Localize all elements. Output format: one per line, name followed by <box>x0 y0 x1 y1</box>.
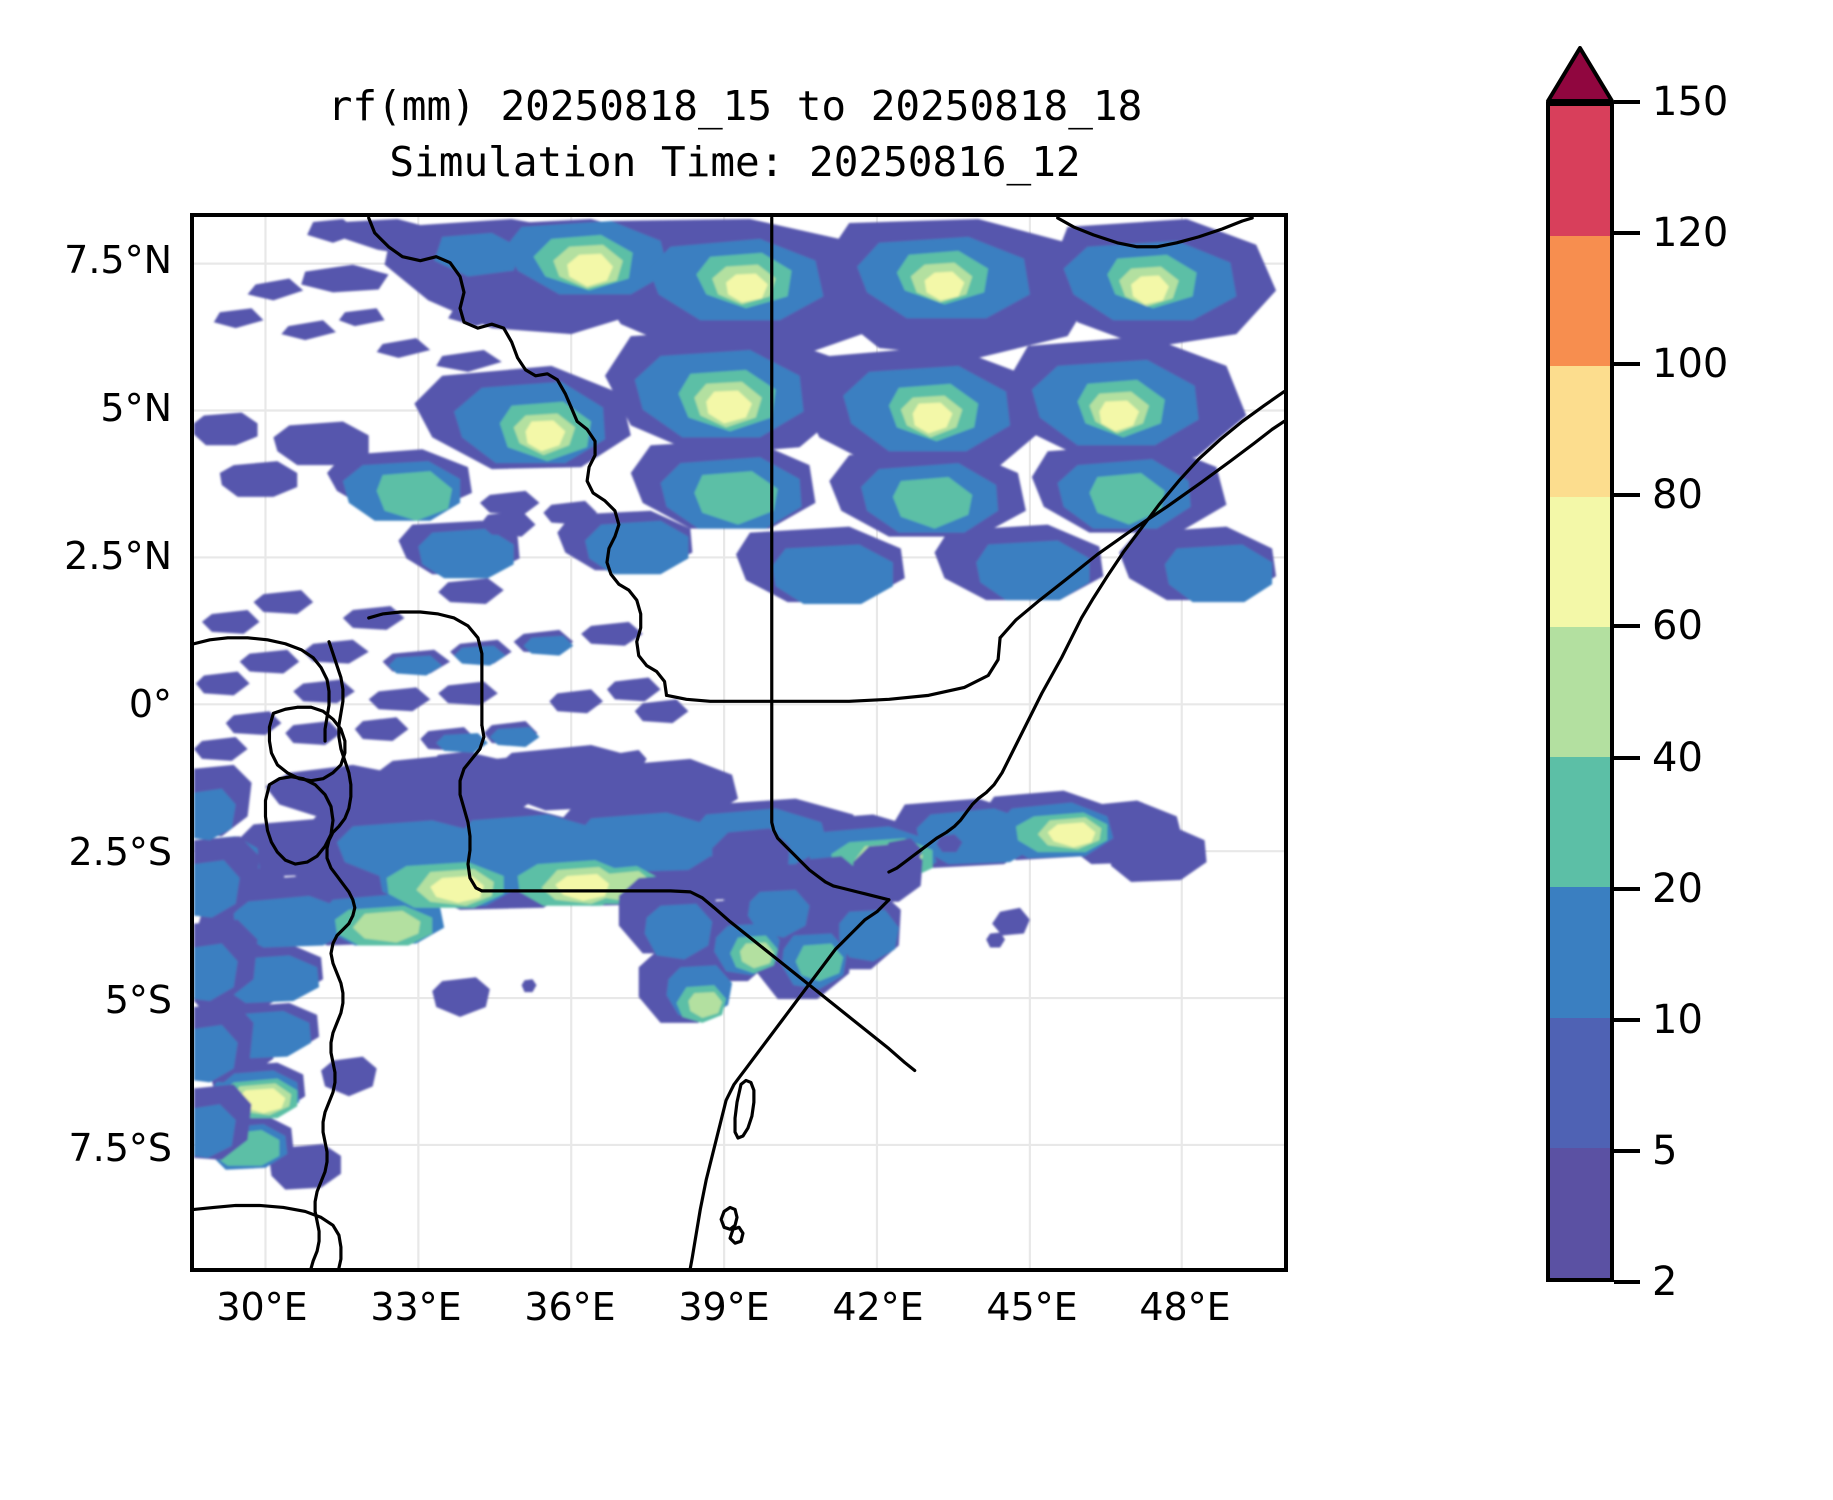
xtick-30e: 30°E <box>216 1285 308 1329</box>
xtick-45e: 45°E <box>986 1285 1078 1329</box>
colorbar-label-40: 40 <box>1652 735 1703 781</box>
colorbar-label-100: 100 <box>1652 341 1729 387</box>
colorbar-tick-60 <box>1614 624 1640 628</box>
colorbar-tick-150 <box>1614 100 1640 104</box>
colorbar-band-120-150 <box>1550 106 1610 237</box>
contour-blobs-isolated <box>521 749 1030 993</box>
ytick-0: 0° <box>128 682 172 726</box>
colorbar-tick-40 <box>1614 756 1640 760</box>
colorbar-label-80: 80 <box>1652 472 1703 518</box>
ytick-2-5-s: 2.5°S <box>68 830 172 874</box>
colorbar-band-20-40 <box>1550 757 1610 888</box>
colorbar-tick-80 <box>1614 493 1640 497</box>
colorbar-label-60: 60 <box>1652 603 1703 649</box>
colorbar-label-5: 5 <box>1652 1128 1678 1174</box>
map-axes[interactable] <box>190 213 1288 1272</box>
xtick-36e: 36°E <box>524 1285 616 1329</box>
xtick-42e: 42°E <box>832 1285 924 1329</box>
colorbar-tick-2 <box>1614 1280 1640 1284</box>
colorbar-band-80-100 <box>1550 366 1610 497</box>
ytick-7-5-n: 7.5°N <box>64 238 172 282</box>
latitude-tick-labels: 7.5°N 5°N 2.5°N 0° 2.5°S 5°S 7.5°S <box>0 0 172 1500</box>
colorbar-label-2: 2 <box>1652 1259 1678 1305</box>
colorbar[interactable]: 150 120 100 80 60 40 20 10 5 2 <box>1546 46 1806 1305</box>
colorbar-tick-100 <box>1614 362 1640 366</box>
colorbar-tick-5 <box>1614 1149 1640 1153</box>
colorbar-tick-120 <box>1614 231 1640 235</box>
colorbar-tick-10 <box>1614 1018 1640 1022</box>
contour-band-mid-5-10 <box>388 635 574 753</box>
xtick-48e: 48°E <box>1139 1285 1231 1329</box>
xtick-33e: 33°E <box>370 1285 462 1329</box>
ytick-5-s: 5°S <box>104 978 172 1022</box>
contour-band-40-60 <box>525 253 1169 452</box>
map-plot <box>194 217 1284 1268</box>
colorbar-band-5-10 <box>1550 1017 1610 1148</box>
colorbar-extend-arrow-icon <box>1546 46 1614 103</box>
colorbar-label-10: 10 <box>1652 997 1703 1043</box>
xtick-39e: 39°E <box>678 1285 770 1329</box>
colorbar-label-20: 20 <box>1652 866 1703 912</box>
colorbar-label-150: 150 <box>1652 79 1729 125</box>
colorbar-band-100-120 <box>1550 236 1610 367</box>
colorbar-band-40-60 <box>1550 626 1610 758</box>
map-coastlines-borders <box>194 217 1284 1268</box>
precipitation-contours <box>194 218 1277 1190</box>
colorbar-label-120: 120 <box>1652 210 1729 256</box>
colorbar-band-10-20 <box>1550 887 1610 1018</box>
ytick-5-n: 5°N <box>100 386 172 430</box>
ytick-2-5-n: 2.5°N <box>64 534 172 578</box>
colorbar-band-2-5 <box>1550 1147 1610 1278</box>
contour-band-west-5-10 <box>194 788 240 1158</box>
colorbar-band-60-80 <box>1550 496 1610 627</box>
colorbar-gradient <box>1546 102 1614 1282</box>
ytick-7-5-s: 7.5°S <box>68 1126 172 1170</box>
colorbar-tick-20 <box>1614 887 1640 891</box>
map-canvas <box>194 217 1284 1268</box>
